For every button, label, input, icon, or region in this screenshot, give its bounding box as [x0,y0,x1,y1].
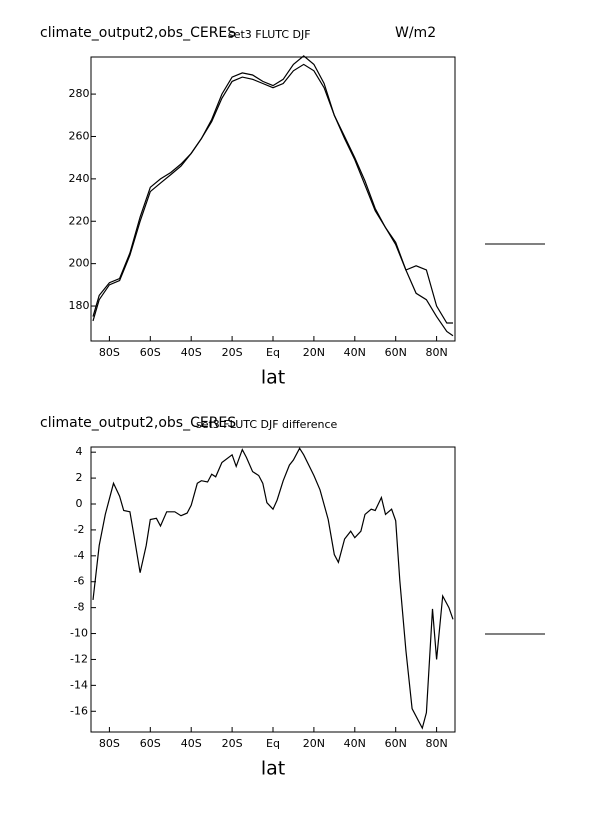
y-tick-label: -8 [74,601,85,614]
x-axis-label: lat [261,758,285,780]
chart-title: climate_output2,obs_CERES [40,25,236,41]
x-tick-label: 40N [344,737,366,750]
x-tick-label: 40N [344,346,366,359]
x-tick-label: 80S [99,346,120,359]
x-tick-label: 20N [303,346,325,359]
x-tick-label: 80S [99,737,120,750]
y-tick-label: 260 [69,129,90,142]
y-tick-label: 200 [69,257,90,270]
y-tick-label: 220 [69,214,90,227]
y-tick-label: 280 [69,87,90,100]
plot-frame [90,56,456,342]
y-tick-label: -10 [70,627,88,640]
x-tick-label: 80N [425,346,447,359]
x-tick-label: 60N [385,737,407,750]
y-tick-label: -16 [70,704,88,717]
chart-subtitle: set3 FLUTC DJF difference [196,418,338,431]
x-tick-label: 20S [222,737,243,750]
x-tick-label: Eq [266,346,280,359]
y-tick-label: -12 [70,652,88,665]
x-tick-label: Eq [266,737,280,750]
units: W/m2 [395,25,436,41]
chart-subtitle: set3 FLUTC DJF [228,28,311,41]
y-tick-label: 4 [76,445,83,458]
x-tick-label: 80N [425,737,447,750]
x-tick-label: 20S [222,346,243,359]
data-line [92,55,453,324]
y-tick-label: 240 [69,172,90,185]
x-tick-label: 40S [181,346,202,359]
x-tick-label: 40S [181,737,202,750]
y-tick-label: -14 [70,678,88,691]
x-tick-label: 60S [140,346,161,359]
chart-title: climate_output2,obs_CERES [40,415,236,431]
data-line [92,447,454,730]
y-tick-label: 180 [69,299,90,312]
x-tick-label: 60N [385,346,407,359]
x-tick-label: 60S [140,737,161,750]
y-tick-label: -4 [74,549,85,562]
y-tick-label: 0 [76,497,83,510]
y-tick-label: -2 [74,523,85,536]
data-line [92,63,454,337]
x-tick-label: 20N [303,737,325,750]
x-axis-label: lat [261,367,285,389]
y-tick-label: -6 [74,575,85,588]
y-tick-label: 2 [76,471,83,484]
